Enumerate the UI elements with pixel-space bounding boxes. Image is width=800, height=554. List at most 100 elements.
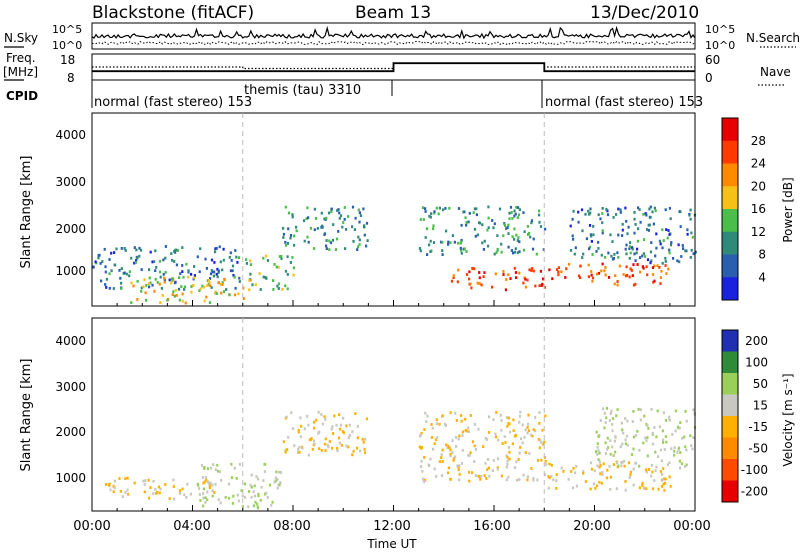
scatter-point-446 (424, 210, 427, 213)
scatter-point-360 (529, 433, 533, 437)
scatter-point-697 (625, 243, 628, 247)
scatter-point-589 (565, 267, 568, 271)
scatter-point-380 (457, 207, 461, 210)
scatter-point-244 (426, 414, 429, 418)
scatter-point-14 (148, 268, 151, 272)
scatter-point-644 (617, 207, 620, 211)
scatter-point-453 (507, 245, 510, 249)
scatter-point-618 (690, 231, 693, 235)
scatter-point-530 (624, 417, 627, 420)
scatter-point-578 (632, 283, 636, 287)
scatter-point-139 (278, 483, 281, 487)
scatter-point-5 (199, 247, 202, 251)
scatter-point-570 (683, 465, 687, 468)
scatter-point-423 (467, 470, 471, 474)
scatter-point-26 (205, 478, 208, 482)
scatter-point-495 (594, 486, 597, 490)
velocity-colorbar: 200 100 50 15 -15 -50 -100 -200 (721, 329, 768, 503)
scatter-point-625 (670, 447, 673, 451)
scatter-point-126 (211, 483, 214, 487)
scatter-point-105 (160, 287, 163, 290)
scatter-point-209 (285, 415, 288, 419)
scatter-point-588 (604, 421, 607, 424)
scatter-point-154 (207, 278, 210, 282)
scatter-point-738 (651, 210, 654, 214)
scatter-point-444 (483, 239, 486, 243)
scatter-point-477 (589, 487, 592, 491)
scatter-point-36 (209, 277, 212, 280)
colorbar-tick-6: -100 (741, 463, 768, 477)
scatter-point-584 (690, 444, 693, 447)
scatter-point-233 (258, 272, 261, 275)
scatter-point-168 (318, 447, 321, 450)
scatter-point-712 (666, 236, 669, 240)
scatter-point-752 (645, 213, 648, 217)
scatter-point-280 (330, 210, 333, 213)
scatter-point-64 (99, 262, 102, 265)
scatter-point-243 (421, 477, 425, 481)
scatter-point-579 (612, 454, 615, 458)
scatter-point-105 (199, 499, 202, 502)
scatter-point-369 (467, 430, 470, 433)
scatter-point-176 (158, 282, 161, 286)
scatter-point-31 (123, 247, 126, 250)
scatter-point-443 (532, 237, 535, 241)
scatter-point-601 (644, 212, 647, 215)
scatter-point-220 (262, 256, 265, 260)
scatter-point-401 (446, 446, 449, 450)
scatter-point-312 (342, 221, 345, 224)
scatter-point-426 (488, 474, 491, 478)
velocity-scatter (104, 407, 697, 510)
scatter-point-224 (323, 415, 326, 419)
scatter-point-390 (513, 250, 516, 254)
scatter-point-177 (221, 281, 224, 284)
scatter-point-178 (335, 423, 338, 427)
scatter-point-600 (621, 442, 624, 446)
scatter-point-106 (230, 259, 233, 262)
scatter-point-434 (535, 252, 538, 256)
scatter-point-206 (166, 298, 169, 302)
scatter-point-289 (307, 240, 310, 244)
scatter-point-538 (614, 274, 617, 278)
scatter-point-585 (660, 459, 663, 463)
scatter-point-233 (440, 456, 443, 459)
scatter-point-252 (507, 416, 510, 420)
scatter-point-48 (202, 481, 205, 485)
scatter-point-145 (120, 281, 123, 285)
scatter-point-723 (582, 252, 585, 256)
scatter-point-719 (627, 225, 630, 229)
scatter-point-718 (680, 255, 683, 258)
scatter-point-572 (610, 409, 613, 413)
scatter-point-416 (441, 253, 444, 256)
scatter-point-637 (621, 234, 624, 237)
scatter-point-622 (679, 451, 682, 454)
scatter-point-338 (303, 239, 306, 243)
colorbar-tick-5: -50 (748, 441, 768, 455)
scatter-point-450 (513, 214, 516, 218)
scatter-point-521 (608, 419, 611, 422)
scatter-point-329 (345, 228, 348, 231)
scatter-point-189 (310, 437, 313, 440)
scatter-point-152 (172, 290, 175, 294)
scatter-point-471 (662, 482, 665, 486)
scatter-point-118 (234, 286, 237, 290)
scatter-point-350 (428, 464, 431, 467)
scatter-point-41 (164, 483, 167, 486)
scatter-point-557 (651, 273, 655, 276)
scatter-point-398 (430, 423, 433, 426)
scatter-point-22 (204, 476, 208, 479)
scatter-point-571 (664, 264, 667, 267)
scatter-point-336 (295, 229, 298, 233)
colorbar-tick-5: 8 (758, 248, 766, 262)
scatter-point-99 (238, 462, 241, 466)
scatter-point-309 (351, 225, 354, 229)
scatter-point-287 (305, 217, 308, 220)
scatter-point-728 (588, 245, 592, 249)
noise-panel: N.Sky 10^5 10^0 10^5 10^0 N.Search (4, 22, 800, 52)
scatter-point-307 (325, 216, 328, 220)
scatter-point-19 (172, 485, 175, 488)
scatter-point-753 (599, 217, 602, 221)
scatter-point-54 (143, 483, 146, 486)
scatter-point-331 (544, 414, 547, 418)
scatter-point-589 (678, 426, 681, 430)
